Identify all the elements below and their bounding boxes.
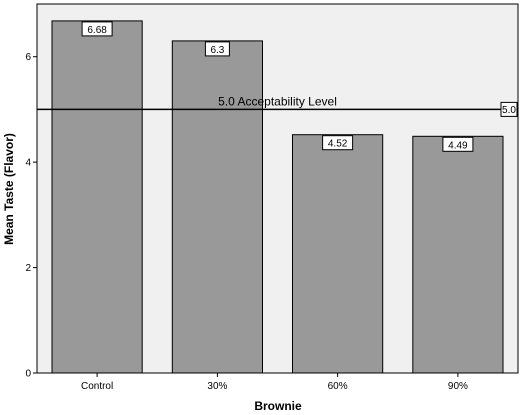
bar-4 xyxy=(412,135,504,374)
data-label-box-4 xyxy=(442,136,474,152)
reference-line-label: 5.0 Acceptability Level xyxy=(218,94,337,108)
data-label-box-3 xyxy=(322,135,354,151)
x-tick-label-1: Control xyxy=(81,381,113,392)
x-tick-label-3: 60% xyxy=(328,381,348,392)
x-tick-label-2: 30% xyxy=(207,381,227,392)
y-axis: 0 2 4 6 xyxy=(25,52,37,380)
data-label-box-1 xyxy=(81,21,113,37)
data-label-4: 4.49 xyxy=(448,140,468,151)
data-label-2: 6.3 xyxy=(210,45,224,56)
data-labels-layer: 6.68 6.3 4.52 4.49 xyxy=(81,21,474,152)
y-tick-label-2: 2 xyxy=(25,263,31,274)
y-tick-label-3: 4 xyxy=(25,158,31,169)
x-axis-title: Brownie xyxy=(254,399,302,413)
bar-2 xyxy=(171,40,263,374)
reference-line-end-label: 5.0 xyxy=(502,105,516,116)
bar-1 xyxy=(51,20,143,374)
y-axis-title: Mean Taste (Flavor) xyxy=(2,133,16,245)
data-label-3: 4.52 xyxy=(328,139,348,150)
bars-layer xyxy=(51,20,504,374)
x-tick-label-4: 90% xyxy=(448,381,468,392)
bar-3 xyxy=(292,134,384,374)
reference-line-end-label-box xyxy=(500,101,518,117)
data-label-box-2 xyxy=(204,41,230,57)
x-axis: Control 30% 60% 90% xyxy=(81,373,468,392)
reference-line-layer: 5.0 Acceptability Level 5.0 xyxy=(37,94,518,117)
y-tick-label-1: 0 xyxy=(25,369,31,380)
data-label-1: 6.68 xyxy=(87,25,107,36)
y-tick-label-4: 6 xyxy=(25,52,31,63)
